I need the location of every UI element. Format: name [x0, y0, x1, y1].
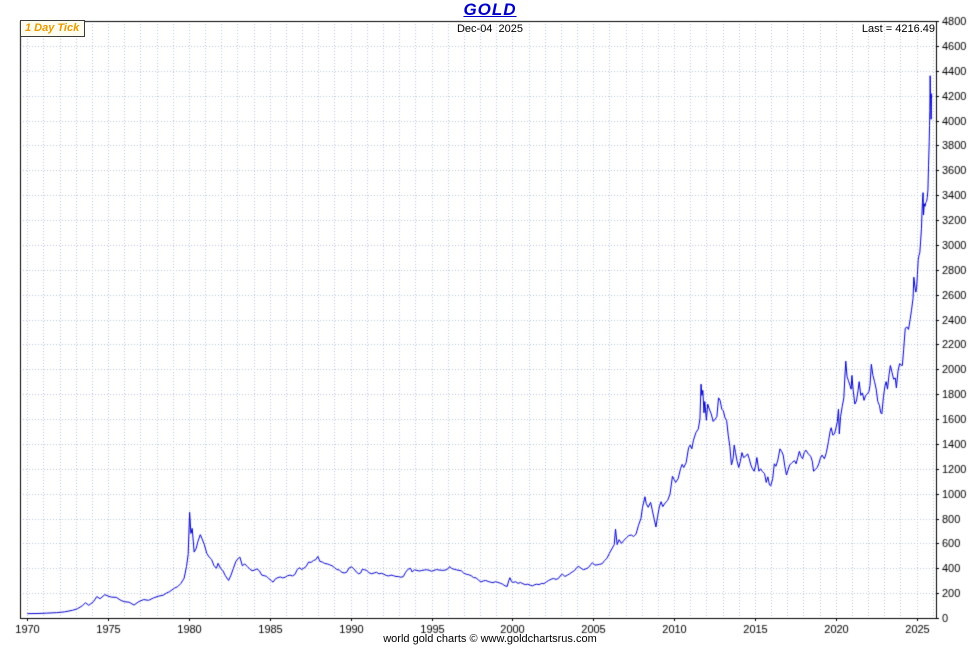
interval-badge: 1 Day Tick	[20, 20, 86, 37]
last-price-label: Last = 4216.49	[861, 23, 935, 35]
copyright-footer: world gold charts © www.goldchartsrus.co…	[383, 633, 597, 645]
chart-title: GOLD	[463, 0, 517, 19]
chart-date-label: Dec-04 2025	[456, 23, 524, 35]
